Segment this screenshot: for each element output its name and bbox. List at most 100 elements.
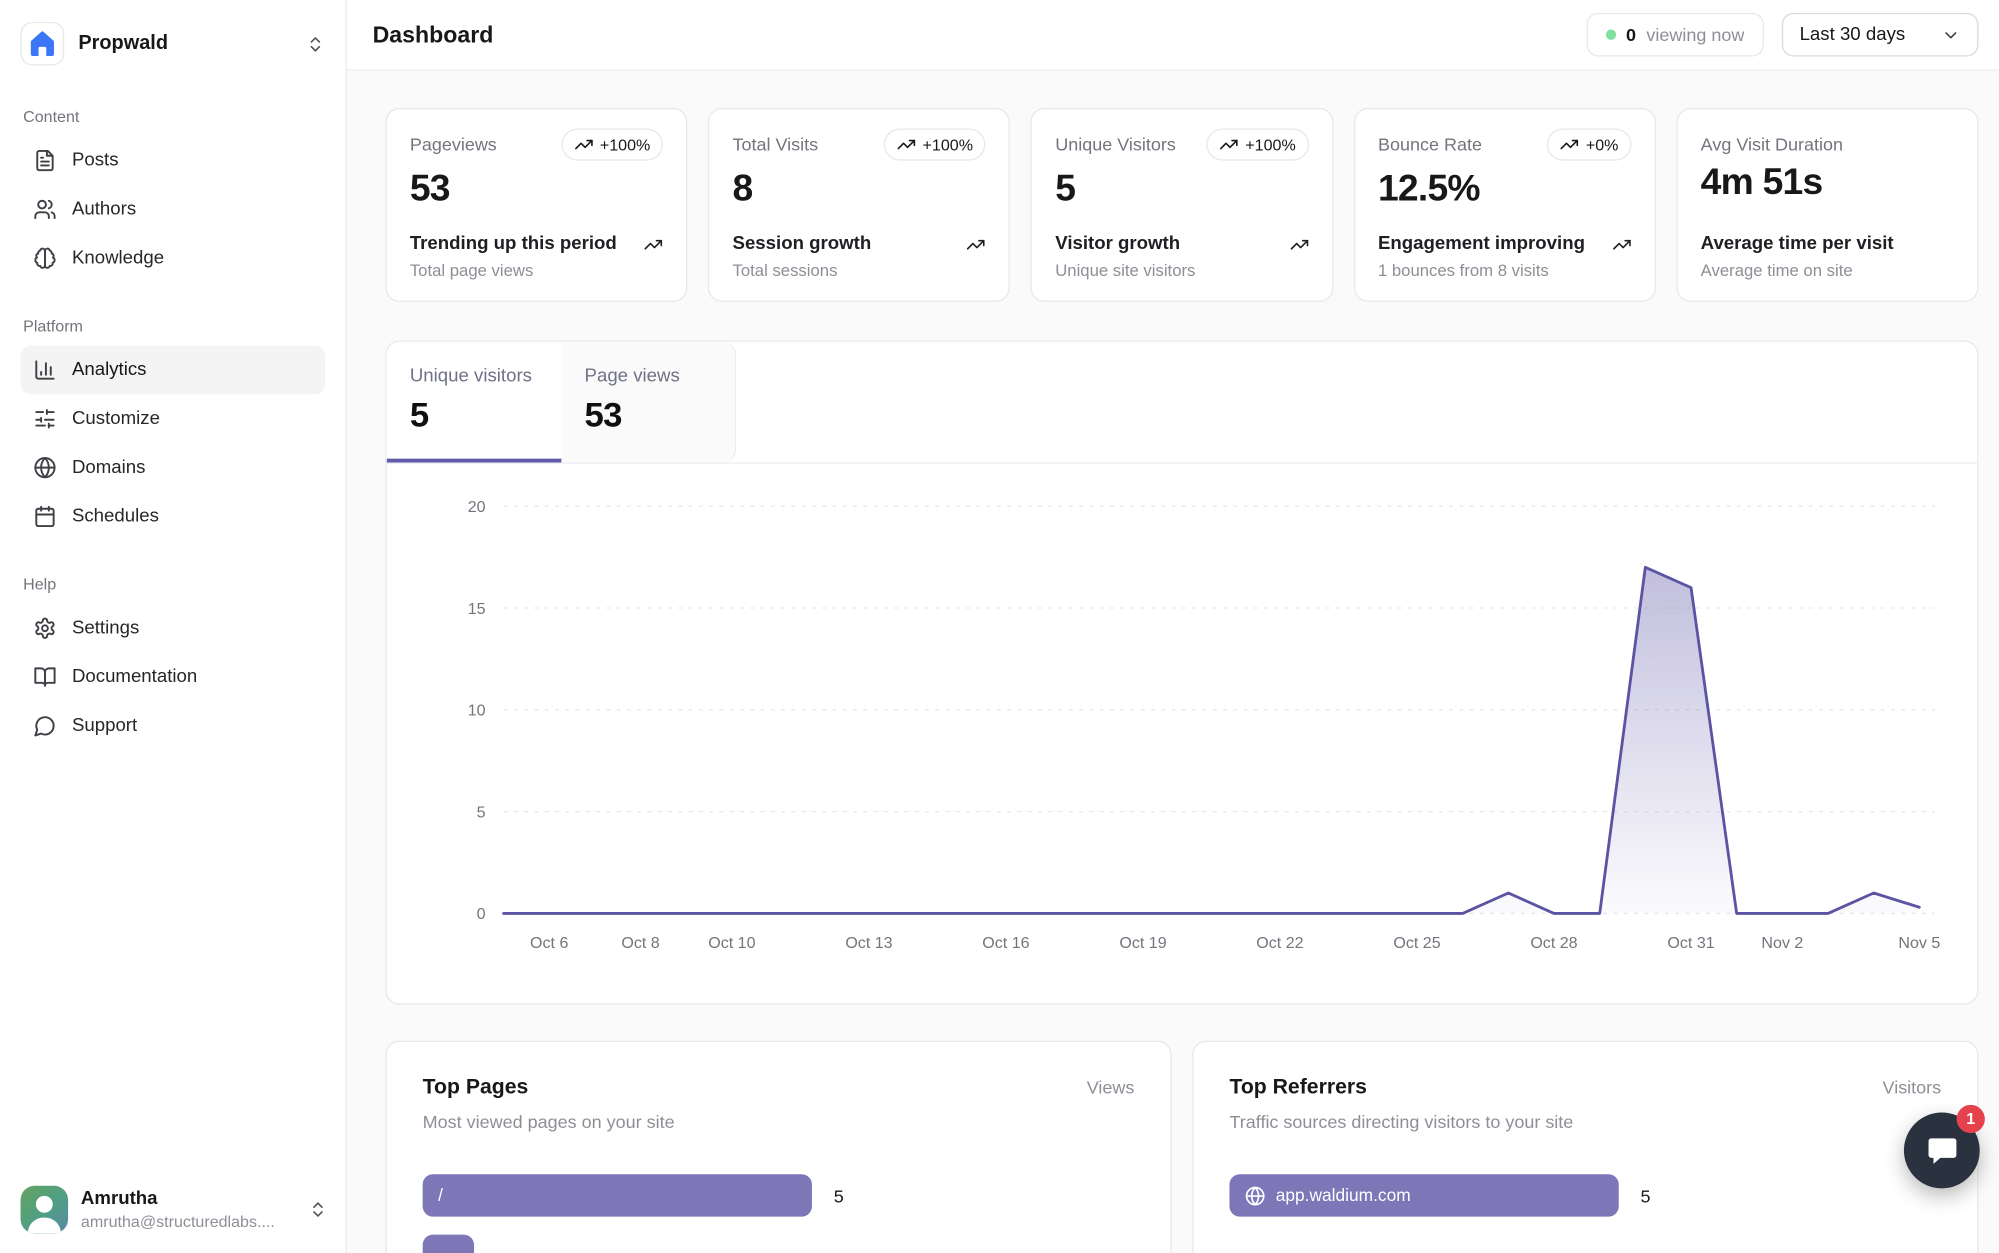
- sidebar-item-label: Domains: [71, 457, 146, 478]
- bottom-cards: Top Pages Views Most viewed pages on you…: [385, 1040, 1979, 1253]
- tab-page-views[interactable]: Page views 53: [561, 341, 737, 463]
- sidebar: Propwald Content Posts Authors Knowledge Pla…: [0, 0, 347, 1253]
- stat-title: Unique Visitors: [1055, 133, 1176, 155]
- stat-change-value: +100%: [922, 135, 974, 154]
- svg-text:Oct 28: Oct 28: [1530, 934, 1577, 952]
- sidebar-sections: Content Posts Authors Knowledge Platform Anal…: [0, 73, 346, 1168]
- partial-bar: [422, 1234, 475, 1253]
- sidebar-item-support[interactable]: Support: [21, 701, 325, 750]
- svg-text:20: 20: [468, 498, 486, 516]
- top-pages-bar: /: [422, 1174, 812, 1217]
- stat-change-badge: +100%: [884, 128, 986, 161]
- stat-caption: Total sessions: [732, 260, 838, 281]
- sidebar-item-label: Posts: [71, 150, 119, 171]
- sidebar-item-label: Authors: [71, 199, 137, 220]
- sidebar-item-posts[interactable]: Posts: [21, 136, 325, 185]
- svg-text:Nov 2: Nov 2: [1761, 934, 1803, 952]
- page-title: Dashboard: [372, 21, 494, 47]
- sidebar-item-analytics[interactable]: Analytics: [20, 345, 326, 395]
- stat-trend-text: Visitor growth: [1055, 233, 1181, 255]
- sidebar-item-domains[interactable]: Domains: [21, 443, 325, 492]
- bar-label: /: [438, 1185, 443, 1206]
- settings-icon: [33, 617, 56, 640]
- list-item: app.waldium.com 5: [1229, 1174, 1941, 1217]
- live-dot: [1605, 29, 1616, 40]
- chat-button[interactable]: 1: [1903, 1104, 1985, 1189]
- user-email: amrutha@structuredlabs....: [80, 1212, 275, 1231]
- top-referrers-bars: app.waldium.com 5: [1229, 1174, 1941, 1217]
- stat-title: Bounce Rate: [1377, 133, 1482, 155]
- dashboard-content: Pageviews +100% 53 Trending up this period T…: [347, 71, 1999, 1253]
- top-referrers-column-label: Visitors: [1882, 1076, 1942, 1098]
- sidebar-item-label: Documentation: [71, 666, 198, 688]
- stat-caption: Average time on site: [1700, 260, 1853, 281]
- top-referrers-card: Top Referrers Visitors Traffic sources d…: [1192, 1040, 1979, 1253]
- svg-text:15: 15: [468, 600, 486, 618]
- stat-card-unique-visitors: Unique Visitors +100% 5 Visitor growth Uniqu…: [1030, 107, 1333, 302]
- list-item: [422, 1234, 1135, 1253]
- svg-text:Nov 5: Nov 5: [1898, 934, 1940, 952]
- stat-title: Pageviews: [409, 133, 497, 155]
- person-icon: [21, 1186, 69, 1234]
- sidebar-item-label: Knowledge: [71, 247, 165, 269]
- stat-caption: Unique site visitors: [1055, 260, 1196, 281]
- analytics-chart-card: Unique visitors 5 Page views 53 0 5 10 15 20 Oct…: [385, 340, 1979, 1005]
- date-range-select[interactable]: Last 30 days: [1781, 12, 1979, 57]
- sidebar-item-authors[interactable]: Authors: [21, 185, 325, 234]
- stat-change-badge: +0%: [1547, 128, 1632, 161]
- page-header: Dashboard 0 viewing now Last 30 days: [346, 0, 1999, 71]
- top-pages-subtitle: Most viewed pages on your site: [422, 1111, 675, 1132]
- bar-value: 5: [833, 1185, 844, 1206]
- top-pages-card: Top Pages Views Most viewed pages on you…: [385, 1040, 1172, 1253]
- stat-value: 8: [732, 168, 754, 210]
- svg-text:Oct 16: Oct 16: [982, 934, 1029, 952]
- top-pages-column-label: Views: [1086, 1076, 1135, 1098]
- sidebar-item-settings[interactable]: Settings: [21, 604, 325, 653]
- stat-change-value: +0%: [1585, 135, 1619, 154]
- trending-up-icon: [574, 135, 593, 154]
- tab-unique-visitors[interactable]: Unique visitors 5: [386, 341, 562, 463]
- date-range-value: Last 30 days: [1799, 24, 1906, 45]
- top-pages-title: Top Pages: [422, 1075, 529, 1099]
- tab-label: Page views: [584, 366, 680, 387]
- chat-unread-badge: 1: [1956, 1104, 1985, 1134]
- user-menu[interactable]: Amrutha amrutha@structuredlabs....: [0, 1168, 346, 1253]
- svg-text:Oct 10: Oct 10: [708, 934, 755, 952]
- sidebar-item-label: Support: [71, 715, 138, 737]
- sidebar-item-customize[interactable]: Customize: [21, 394, 325, 443]
- chevrons-up-down-icon: [308, 1200, 327, 1219]
- svg-text:0: 0: [477, 905, 486, 923]
- trending-up-icon: [897, 135, 916, 154]
- sidebar-item-label: Settings: [71, 617, 140, 639]
- sidebar-item-label: Customize: [71, 408, 160, 430]
- stat-cards: Pageviews +100% 53 Trending up this period T…: [385, 107, 1979, 302]
- trending-up-icon: [644, 234, 663, 253]
- sidebar-item-knowledge[interactable]: Knowledge: [21, 234, 325, 283]
- svg-text:Oct 13: Oct 13: [845, 934, 892, 952]
- stat-trend-text: Session growth: [732, 233, 872, 255]
- top-pages-bars: /5: [422, 1174, 1135, 1253]
- stat-change-badge: +100%: [1206, 128, 1309, 161]
- stat-trend-text: Average time per visit: [1700, 233, 1894, 255]
- stat-value: 5: [1055, 168, 1076, 210]
- viewing-now-badge: 0 viewing now: [1586, 12, 1764, 57]
- tab-value: 5: [409, 395, 429, 435]
- sidebar-item-label: Schedules: [71, 506, 159, 527]
- stat-title: Total Visits: [732, 133, 819, 155]
- globe-icon: [33, 456, 56, 479]
- propwald-logo: [20, 21, 65, 66]
- chat-bubble-icon: [1924, 1132, 1960, 1168]
- user-name: Amrutha: [80, 1188, 158, 1209]
- bar-label: app.waldium.com: [1275, 1185, 1411, 1206]
- workspace-name: Propwald: [78, 32, 168, 54]
- sidebar-item-schedules[interactable]: Schedules: [21, 492, 325, 541]
- workspace-switcher[interactable]: Propwald: [0, 0, 346, 73]
- list-item: /5: [422, 1174, 1135, 1217]
- svg-text:5: 5: [477, 803, 486, 821]
- tab-label: Unique visitors: [409, 366, 532, 387]
- svg-text:Oct 25: Oct 25: [1393, 934, 1440, 952]
- nav-section-label: Content: [23, 107, 80, 126]
- sidebar-item-documentation[interactable]: Documentation: [21, 653, 325, 702]
- svg-text:Oct 31: Oct 31: [1667, 934, 1714, 952]
